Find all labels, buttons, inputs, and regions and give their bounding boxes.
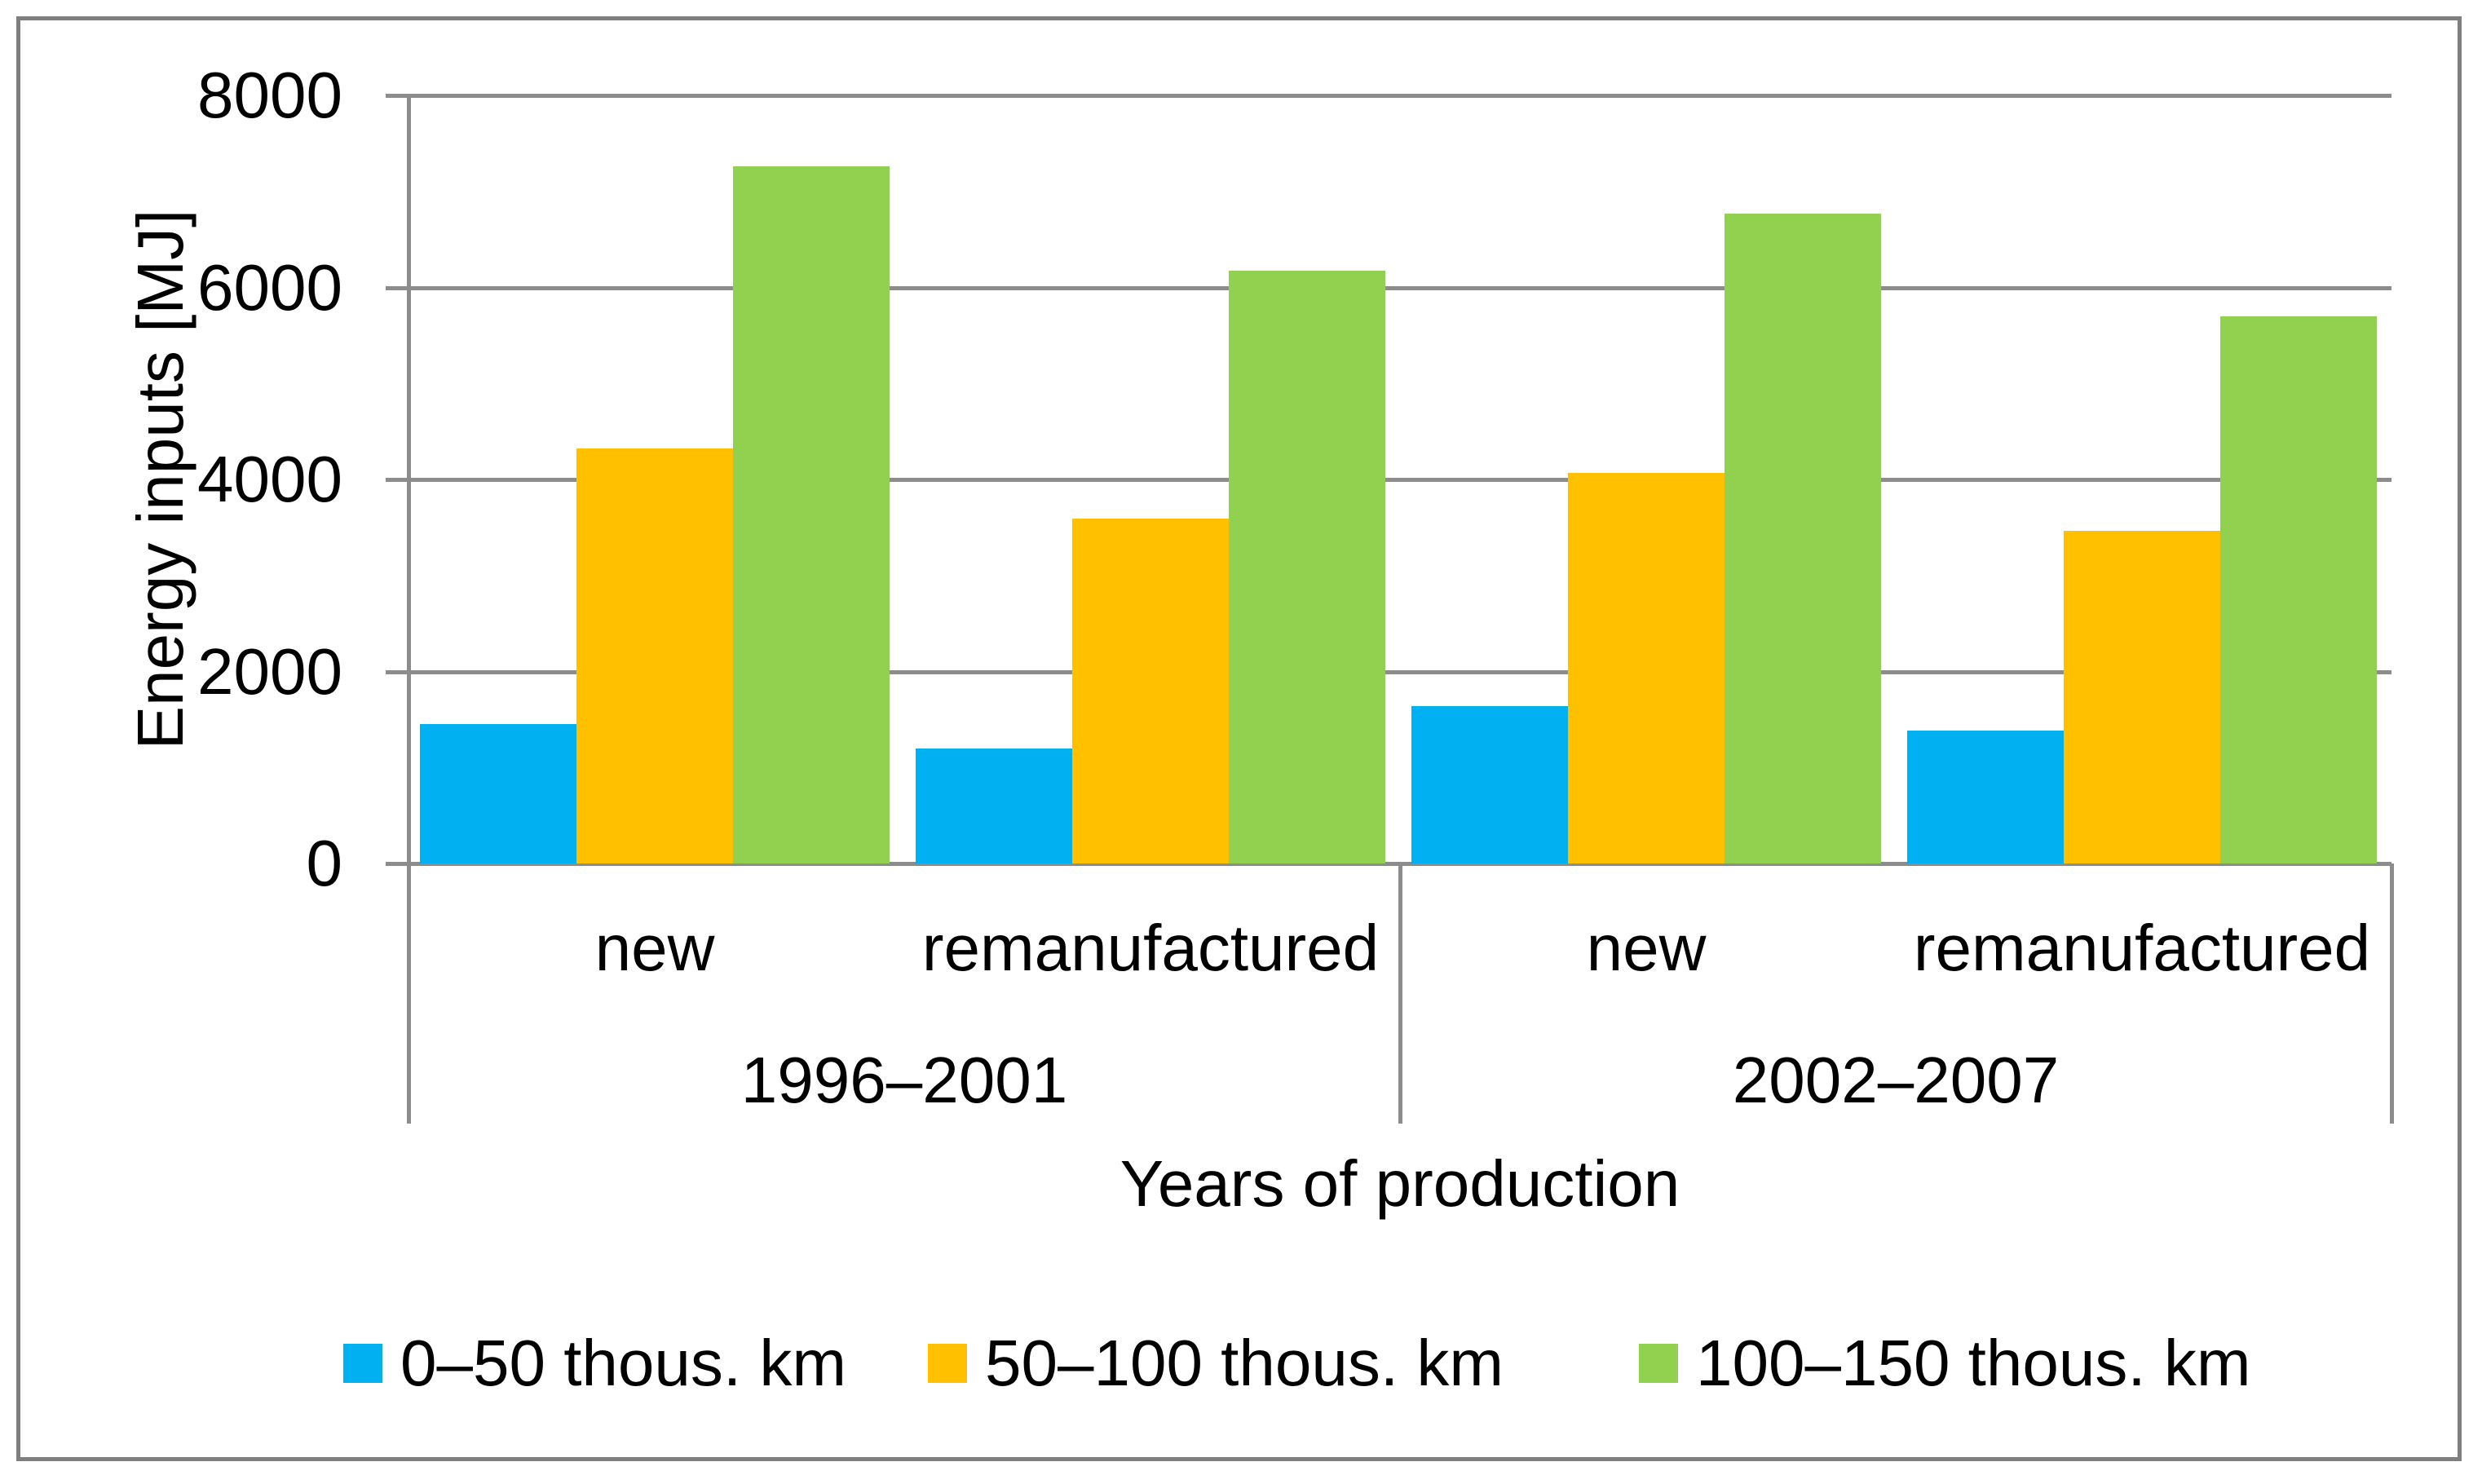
legend-swatch-icon bbox=[343, 1344, 382, 1383]
y-axis-tick bbox=[386, 862, 409, 866]
y-tick-label: 0 bbox=[306, 827, 343, 899]
y-axis-tick bbox=[386, 478, 409, 482]
gridline bbox=[409, 669, 2391, 674]
y-axis-tick bbox=[386, 669, 409, 674]
bar-2002–2007-new-series3 bbox=[1725, 214, 1881, 863]
category-label: new bbox=[594, 912, 715, 984]
y-tick-label: 4000 bbox=[197, 443, 342, 515]
bar-1996–2001-new-series1 bbox=[420, 724, 576, 863]
category-label: remanufactured bbox=[1913, 912, 2371, 984]
period-label: 1996–2001 bbox=[740, 1044, 1068, 1116]
y-tick-label: 8000 bbox=[197, 59, 342, 131]
category-label: new bbox=[1586, 912, 1707, 984]
bar-2002–2007-remanufactured-series1 bbox=[1907, 730, 2064, 863]
bar-2002–2007-new-series2 bbox=[1568, 472, 1725, 863]
bar-1996–2001-new-series3 bbox=[733, 166, 890, 863]
y-axis-tick bbox=[386, 94, 409, 98]
legend-label: 100–150 thous. km bbox=[1696, 1327, 2251, 1399]
y-axis-tick bbox=[386, 285, 409, 290]
bar-1996–2001-remanufactured-series2 bbox=[1072, 519, 1229, 863]
group-separator bbox=[1398, 863, 1402, 1124]
bar-1996–2001-new-series2 bbox=[576, 448, 733, 863]
y-tick-label: 2000 bbox=[197, 634, 342, 708]
bar-1996–2001-remanufactured-series3 bbox=[1229, 270, 1385, 863]
gridline bbox=[409, 478, 2391, 482]
bar-2002–2007-new-series1 bbox=[1411, 705, 1568, 863]
gridline bbox=[409, 94, 2391, 98]
bar-2002–2007-remanufactured-series3 bbox=[2220, 316, 2377, 863]
group-separator bbox=[2390, 863, 2394, 1124]
legend-label: 50–100 thous. km bbox=[985, 1327, 1504, 1399]
gridline bbox=[409, 285, 2391, 290]
y-axis-line bbox=[407, 94, 411, 1124]
period-label: 2002–2007 bbox=[1732, 1044, 2060, 1116]
x-axis-title: Years of production bbox=[1120, 1147, 1680, 1220]
category-label: remanufactured bbox=[921, 912, 1380, 984]
legend-swatch-icon bbox=[928, 1344, 967, 1383]
bar-2002–2007-remanufactured-series2 bbox=[2064, 531, 2220, 863]
bar-1996–2001-remanufactured-series1 bbox=[916, 748, 1072, 863]
plot-area bbox=[409, 94, 2391, 866]
y-axis-title: Energy inputs [MJ] bbox=[124, 209, 197, 750]
legend-label: 0–50 thous. km bbox=[400, 1327, 846, 1399]
y-tick-label: 6000 bbox=[197, 250, 342, 324]
legend-swatch-icon bbox=[1639, 1344, 1678, 1383]
